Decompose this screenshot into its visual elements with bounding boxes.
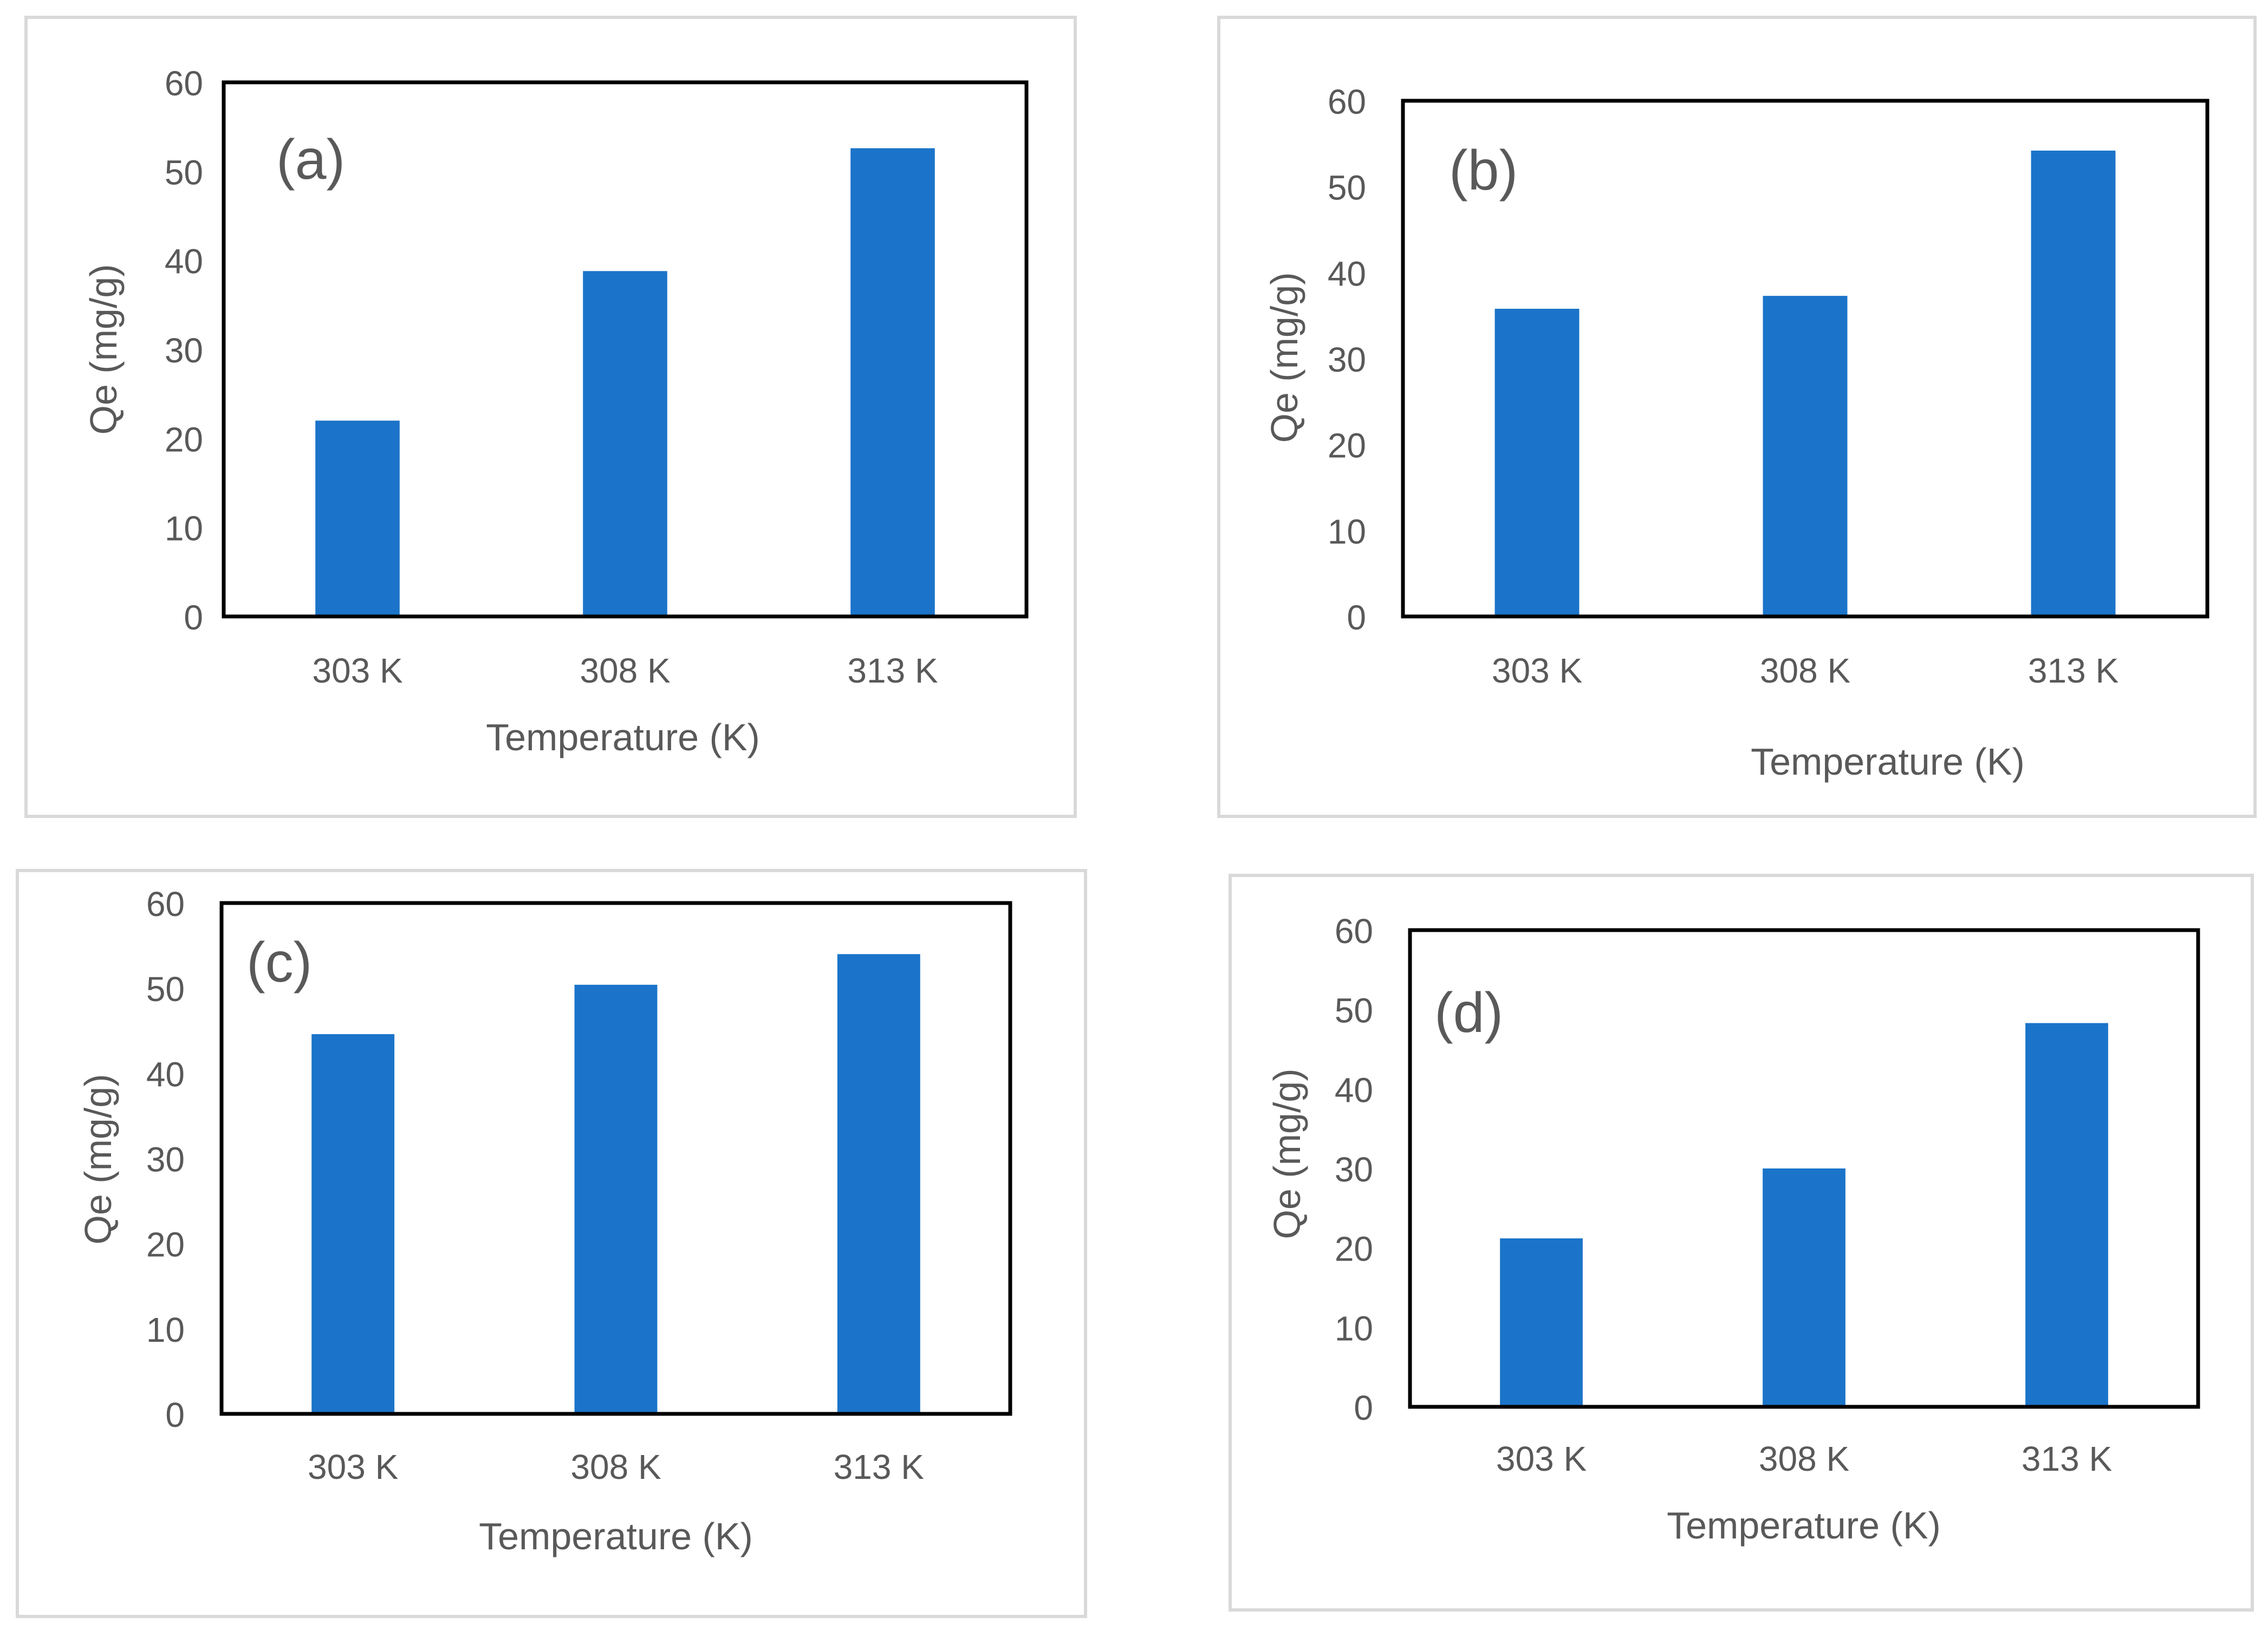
y-axis-title: Qe (mg/g): [1266, 1068, 1308, 1239]
y-tick-label: 20: [165, 420, 203, 459]
bar-308-k: [1763, 1168, 1845, 1407]
y-tick-label: 50: [1335, 991, 1373, 1030]
y-axis-title: Qe (mg/g): [1263, 272, 1305, 443]
y-tick-label: 40: [146, 1055, 185, 1094]
chart-panel-d: (d) 0 10 20 30 40 50 60 303 K 308 K 313 K Temper…: [1229, 874, 2254, 1612]
x-tick-label: 303 K: [308, 1447, 398, 1486]
y-tick-label: 30: [146, 1140, 185, 1179]
panel-label: (b): [1449, 139, 1518, 202]
y-tick-label: 0: [1354, 1388, 1373, 1427]
x-tick-label: 303 K: [1492, 651, 1582, 690]
bar-303-k: [315, 420, 400, 616]
x-tick-label: 313 K: [2022, 1439, 2112, 1478]
y-tick-label: 40: [165, 242, 203, 281]
bar-308-k: [1763, 296, 1848, 616]
x-tick-label: 303 K: [312, 651, 402, 690]
y-tick-label: 40: [1328, 254, 1366, 293]
bar-308-k: [574, 984, 658, 1414]
bar-303-k: [1494, 308, 1580, 616]
panel-label: (a): [276, 128, 345, 191]
x-tick-label: 308 K: [1760, 651, 1850, 690]
panel-label: (d): [1434, 982, 1503, 1044]
y-tick-label: 0: [165, 1395, 185, 1434]
plot-area-border: [1401, 99, 2209, 619]
bar-313-k: [2025, 1023, 2108, 1407]
y-tick-label: 20: [146, 1225, 185, 1264]
y-tick-label: 60: [165, 64, 203, 103]
x-axis-title: Temperature (K): [479, 1515, 753, 1557]
bar-303-k: [311, 1034, 395, 1414]
x-tick-label: 308 K: [570, 1447, 661, 1486]
y-tick-label: 50: [146, 970, 185, 1009]
y-tick-label: 20: [1328, 426, 1366, 465]
plot-area-border: [1408, 928, 2200, 1409]
plot-area-border: [219, 901, 1012, 1416]
x-tick-label: 313 K: [834, 1447, 924, 1486]
y-tick-label: 10: [1328, 512, 1366, 551]
y-tick-label: 60: [1328, 82, 1366, 121]
x-tick-label: 303 K: [1496, 1439, 1587, 1478]
bar-308-k: [583, 271, 667, 616]
x-tick-label: 313 K: [847, 651, 938, 690]
y-tick-label: 40: [1335, 1070, 1373, 1109]
y-tick-label: 10: [1335, 1309, 1373, 1348]
y-tick-label: 10: [165, 509, 203, 548]
chart-panel-c: (c) 0 10 20 30 40 50 60 303 K 308 K 313 K Temper…: [16, 869, 1087, 1618]
y-tick-label: 30: [1328, 340, 1366, 379]
y-tick-label: 60: [1335, 912, 1373, 951]
y-axis-title: Qe (mg/g): [77, 1074, 119, 1244]
y-tick-label: 30: [165, 331, 203, 370]
y-tick-label: 0: [184, 598, 203, 637]
x-tick-label: 308 K: [580, 651, 670, 690]
x-tick-label: 313 K: [2028, 651, 2118, 690]
x-axis-title: Temperature (K): [486, 716, 760, 758]
bar-303-k: [1500, 1238, 1583, 1407]
panel-label: (c): [246, 931, 312, 994]
bar-313-k: [850, 148, 935, 616]
y-tick-label: 60: [146, 885, 185, 924]
y-tick-label: 50: [1328, 168, 1366, 207]
y-axis-title: Qe (mg/g): [82, 264, 125, 434]
x-tick-label: 308 K: [1759, 1439, 1849, 1478]
x-axis-title: Temperature (K): [1667, 1504, 1941, 1547]
chart-panel-a: (a) 0 10 20 30 40 50 60 303 K 308 K 313 K Temper…: [24, 16, 1077, 818]
x-axis-title: Temperature (K): [1751, 741, 2025, 783]
y-tick-label: 20: [1335, 1230, 1373, 1269]
bar-313-k: [837, 954, 920, 1414]
y-tick-label: 0: [1347, 598, 1366, 637]
plot-area-border: [222, 80, 1029, 619]
y-tick-label: 30: [1335, 1150, 1373, 1189]
chart-panel-b: (b) 0 10 20 30 40 50 60 303 K 308 K 313 K Temper…: [1217, 16, 2257, 818]
y-tick-label: 50: [165, 153, 203, 192]
bar-313-k: [2031, 151, 2116, 616]
y-tick-label: 10: [146, 1310, 185, 1349]
